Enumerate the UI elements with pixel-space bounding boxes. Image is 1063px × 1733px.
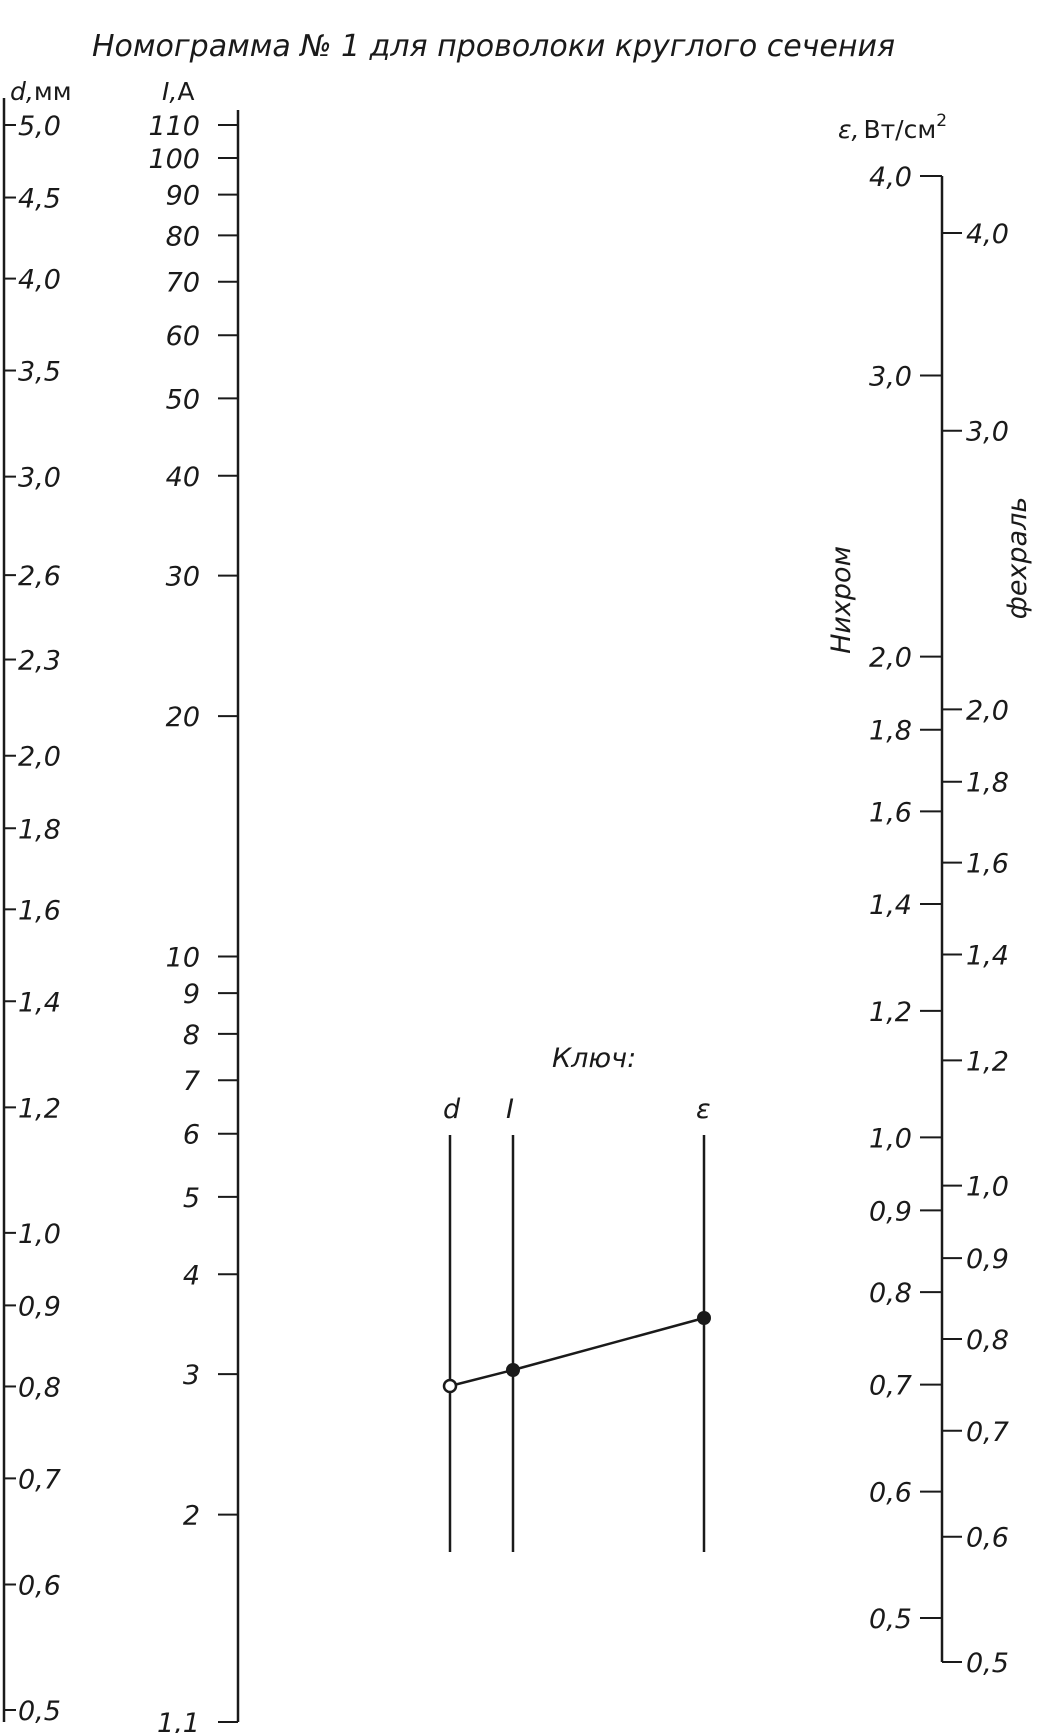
eps-axis-symbol: ε, [838,115,859,144]
current-scale-tick-label: 2 [183,1501,200,1532]
d-scale-tick-label: 0,7 [18,1464,61,1495]
current-scale-tick-label: 8 [183,1020,200,1051]
fechral-scale-tick-label: 1,4 [966,940,1009,971]
d-ticks: 5,0 4,5 4,0 3,5 3,0 2,6 2,3 2,0 1,8 1,6 1,4 1,2 1,0 0… [4,111,61,1727]
d-axis-header: d,мм [10,77,72,106]
d-scale-tick-label: 0,8 [18,1372,61,1403]
d-scale-tick-label: 2,3 [18,646,61,677]
current-scale-tick-label: 1,1 [157,1708,200,1733]
nichrome-scale-tick-label: 0,6 [869,1478,912,1509]
fechral-scale-tick-label: 0,7 [966,1417,1009,1448]
fechral-label: фехраль [1002,497,1033,620]
current-scale-tick-label: 3 [183,1360,200,1391]
fechral-scale-tick-label: 1,6 [966,849,1009,880]
nichrome-ticks: 4,0 3,0 2,0 1,8 1,6 1,4 1,2 1,0 0,9 0,8 0,7 0,6 0,5 [869,162,942,1635]
d-scale-tick-label: 0,9 [18,1291,61,1322]
key-point-eps [697,1311,711,1325]
current-scale-tick-label: 10 [166,943,200,974]
eps-axis-unit-exponent: 2 [936,111,947,131]
fechral-ticks: 4,0 3,0 2,0 1,8 1,6 1,4 1,2 1,0 0,9 0,8 0,7 0,6 0,5 [942,219,1009,1679]
current-axis-header: I,А [162,77,194,106]
fechral-scale-tick-label: 1,2 [966,1046,1009,1077]
current-scale-tick-label: 5 [183,1183,200,1214]
key-label-i: I [506,1094,514,1125]
nomogram-title: Номограмма № 1 для проволоки круглого се… [92,29,895,64]
current-scale-tick-label: 70 [166,268,200,299]
current-scale-tick-label: 60 [166,321,200,352]
d-scale-tick-label: 2,6 [18,561,61,592]
nichrome-scale-tick-label: 4,0 [869,162,912,193]
fechral-scale-tick-label: 3,0 [966,417,1009,448]
nichrome-label: Нихром [826,546,857,654]
current-scale-tick-label: 80 [166,221,200,252]
current-scale-tick-label: 110 [148,111,200,142]
fechral-scale-tick-label: 4,0 [966,219,1009,250]
fechral-scale-tick-label: 1,0 [966,1172,1009,1203]
d-axis-symbol: d, [10,77,34,106]
eps-axis-unit: Вт/см [863,115,936,144]
current-scale-tick-label: 100 [148,144,200,175]
d-scale-tick-label: 3,0 [18,463,61,494]
fechral-scale-tick-label: 2,0 [966,695,1009,726]
d-scale-tick-label: 0,5 [18,1696,61,1727]
nichrome-scale-tick-label: 0,9 [869,1196,912,1227]
current-scale-tick-label: 9 [183,979,200,1010]
nichrome-scale-tick-label: 1,0 [869,1123,912,1154]
key-label-eps: ε [696,1094,711,1125]
d-scale-tick-label: 5,0 [18,111,61,142]
nichrome-scale-tick-label: 0,7 [869,1371,912,1402]
key-point-i [506,1363,520,1377]
current-axis-unit: А [177,77,194,106]
nichrome-scale-tick-label: 1,8 [869,716,912,747]
current-axis-symbol: I, [162,77,177,106]
nichrome-scale-tick-label: 0,8 [869,1278,912,1309]
current-scale-tick-label: 4 [183,1260,200,1291]
key-label-d: d [443,1094,461,1125]
key-diagram: Ключ: d I ε [442,1043,711,1552]
fechral-scale-tick-label: 0,5 [966,1648,1009,1679]
current-scale-tick-label: 20 [166,702,200,733]
key-title: Ключ: [552,1043,636,1074]
fechral-scale-tick-label: 0,6 [966,1523,1009,1554]
nichrome-scale-tick-label: 0,5 [869,1604,912,1635]
d-scale-tick-label: 4,0 [18,265,61,296]
key-point-d [442,1378,458,1394]
eps-axis-header: ε, Вт/см2 [838,111,947,144]
current-scale-tick-label: 30 [166,562,200,593]
d-scale-tick-label: 4,5 [18,184,61,215]
d-scale-tick-label: 1,2 [18,1093,61,1124]
eps-scale: 4,03,02,01,81,61,41,21,00,90,80,70,60,5 … [826,111,1033,1679]
d-scale-tick-label: 0,6 [18,1570,61,1601]
nichrome-scale-tick-label: 1,4 [869,890,912,921]
d-scale-tick-label: 1,0 [18,1219,61,1250]
current-scale-tick-label: 90 [166,181,200,212]
d-scale: 5,0 4,5 4,0 3,5 3,0 2,6 2,3 2,0 1,8 1,6 1,4 1,2 1,0 0… [2,77,72,1727]
current-scale-tick-label: 7 [183,1066,200,1097]
current-scale-tick-label: 40 [166,462,200,493]
d-scale-tick-label: 1,6 [18,895,61,926]
d-scale-tick-label: 2,0 [18,742,61,773]
current-scale-tick-label: 6 [183,1120,200,1151]
nichrome-scale-tick-label: 2,0 [869,643,912,674]
current-scale-tick-label: 50 [166,384,200,415]
d-scale-tick-label: 1,8 [18,814,61,845]
fechral-scale-tick-label: 1,8 [966,768,1009,799]
fechral-scale-tick-label: 0,8 [966,1325,1009,1356]
nichrome-scale-tick-label: 1,2 [869,997,912,1028]
d-scale-tick-label: 3,5 [18,357,61,388]
nichrome-scale-tick-label: 3,0 [869,361,912,392]
nichrome-scale-tick-label: 1,6 [869,797,912,828]
d-scale-tick-label: 1,4 [18,987,61,1018]
key-connector-1 [449,1368,514,1388]
d-axis-unit: мм [34,77,72,106]
key-connector-2 [512,1316,705,1372]
fechral-scale-tick-label: 0,9 [966,1244,1009,1275]
